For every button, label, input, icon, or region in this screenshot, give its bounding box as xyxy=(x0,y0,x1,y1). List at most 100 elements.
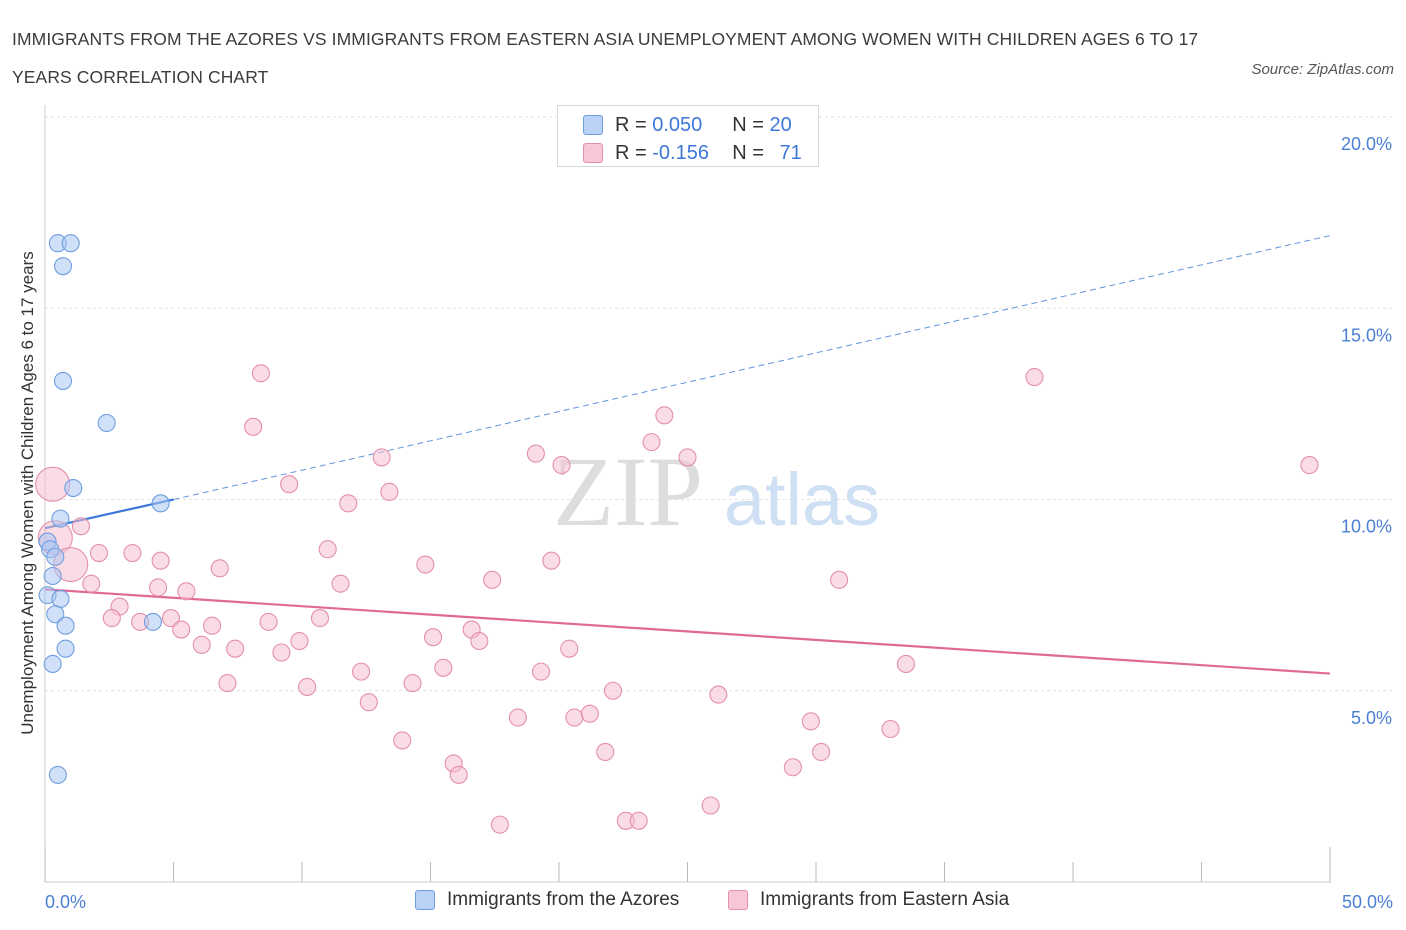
point-eastern-asia xyxy=(272,643,291,662)
point-eastern-asia xyxy=(203,616,222,635)
point-eastern-asia xyxy=(565,708,584,727)
point-eastern-asia xyxy=(318,540,337,559)
point-eastern-asia xyxy=(123,543,142,563)
legend-label-azores: Immigrants from the Azores xyxy=(447,889,680,910)
point-eastern-asia xyxy=(210,559,229,578)
point-eastern-asia xyxy=(483,570,502,589)
r-value: -0.156 xyxy=(652,141,709,164)
legend-label-eastern-asia: Immigrants from Eastern Asia xyxy=(760,889,1010,910)
point-eastern-asia xyxy=(290,631,309,651)
point-eastern-asia xyxy=(71,517,91,536)
point-eastern-asia xyxy=(416,555,435,574)
point-azores xyxy=(53,371,73,390)
point-eastern-asia xyxy=(372,448,391,467)
stats-row-azores: R = 0.050 N = 20 xyxy=(583,113,792,137)
n-value: 71 xyxy=(779,141,802,164)
eastern-asia-swatch xyxy=(583,143,603,163)
point-eastern-asia xyxy=(35,466,71,502)
point-eastern-asia xyxy=(310,609,330,628)
point-azores xyxy=(53,257,73,276)
point-azores xyxy=(151,494,170,513)
point-eastern-asia xyxy=(226,639,245,658)
point-eastern-asia xyxy=(102,609,121,628)
point-eastern-asia xyxy=(642,433,661,452)
point-eastern-asia xyxy=(603,681,623,700)
trend-eastern-asia xyxy=(44,588,1331,675)
n-label: N = xyxy=(732,113,770,136)
n-value: 20 xyxy=(769,113,792,136)
point-eastern-asia xyxy=(172,620,191,639)
point-eastern-asia xyxy=(449,765,468,784)
point-eastern-asia xyxy=(218,674,237,693)
point-eastern-asia xyxy=(801,712,820,731)
stats-row-eastern-asia: R = -0.156 N = 71 xyxy=(583,141,802,165)
data-points xyxy=(35,234,1319,834)
point-eastern-asia xyxy=(490,815,509,834)
x-tick-label: 0.0% xyxy=(45,892,86,912)
point-eastern-asia xyxy=(177,582,196,601)
point-eastern-asia xyxy=(701,796,720,815)
point-azores xyxy=(61,234,80,253)
point-eastern-asia xyxy=(629,811,648,830)
point-eastern-asia xyxy=(783,758,802,777)
point-eastern-asia xyxy=(678,448,697,467)
point-azores xyxy=(64,478,83,498)
point-eastern-asia xyxy=(830,570,849,589)
point-azores xyxy=(56,639,75,658)
point-eastern-asia xyxy=(149,578,168,597)
point-eastern-asia xyxy=(526,444,545,463)
point-azores xyxy=(97,413,116,433)
r-label: R = xyxy=(615,141,653,164)
point-azores xyxy=(51,589,70,609)
source-label: Source: ZipAtlas.com xyxy=(1251,61,1394,78)
point-azores xyxy=(43,654,62,674)
point-eastern-asia xyxy=(655,406,674,425)
gridlines xyxy=(45,116,1392,692)
stats-legend: R = 0.050 N = 20 R = -0.156 N = 71 xyxy=(557,105,819,167)
point-eastern-asia xyxy=(331,574,350,593)
y-tick-label: 5.0% xyxy=(1351,708,1392,728)
point-eastern-asia xyxy=(82,574,101,593)
x-tick-label: 50.0% xyxy=(1342,892,1393,912)
point-eastern-asia xyxy=(161,609,180,628)
point-eastern-asia xyxy=(580,704,599,723)
point-eastern-asia xyxy=(1025,368,1044,387)
point-eastern-asia xyxy=(280,475,299,494)
point-azores xyxy=(56,616,75,635)
point-eastern-asia xyxy=(89,543,109,563)
point-eastern-asia xyxy=(896,654,916,674)
point-azores xyxy=(48,765,67,784)
point-eastern-asia xyxy=(542,551,561,570)
trend-azores-extended xyxy=(173,235,1331,500)
point-eastern-asia xyxy=(298,677,317,696)
legend-item-azores[interactable]: Immigrants from the Azores xyxy=(415,889,679,911)
point-eastern-asia xyxy=(380,482,399,501)
point-eastern-asia xyxy=(1300,456,1319,475)
r-value: 0.050 xyxy=(652,113,703,136)
series-legend: Immigrants from the Azores Immigrants fr… xyxy=(0,889,1406,917)
azores-swatch xyxy=(415,890,435,910)
point-eastern-asia xyxy=(151,551,170,570)
y-tick-label: 15.0% xyxy=(1341,325,1392,345)
point-eastern-asia xyxy=(470,631,489,651)
legend-item-eastern-asia[interactable]: Immigrants from Eastern Asia xyxy=(728,889,1009,911)
point-eastern-asia xyxy=(531,662,551,681)
point-azores xyxy=(43,566,62,586)
watermark-zip: ZIP xyxy=(553,436,703,547)
point-eastern-asia xyxy=(352,662,371,681)
point-eastern-asia xyxy=(881,719,900,739)
r-label: R = xyxy=(615,113,653,136)
point-eastern-asia xyxy=(552,456,571,475)
y-tick-label: 20.0% xyxy=(1341,134,1392,154)
point-azores xyxy=(51,509,70,528)
y-tick-label: 10.0% xyxy=(1341,517,1392,537)
point-eastern-asia xyxy=(192,635,211,654)
point-eastern-asia xyxy=(434,658,453,677)
point-eastern-asia xyxy=(244,417,263,436)
point-eastern-asia xyxy=(709,685,728,704)
point-eastern-asia xyxy=(251,364,270,383)
point-eastern-asia xyxy=(508,708,527,727)
point-eastern-asia xyxy=(259,612,278,631)
tick-labels: 5.0% 10.0% 15.0% 20.0% 0.0% 50.0% xyxy=(45,134,1393,912)
